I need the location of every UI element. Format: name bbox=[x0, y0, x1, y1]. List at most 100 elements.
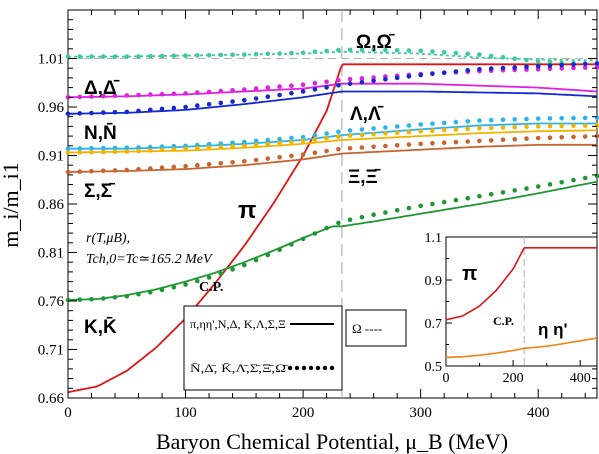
data-point bbox=[441, 199, 447, 205]
data-point bbox=[277, 247, 282, 253]
series-layer bbox=[65, 10, 599, 398]
data-point bbox=[101, 54, 106, 59]
series-5-line bbox=[68, 90, 598, 115]
data-point bbox=[183, 282, 188, 287]
data-point bbox=[300, 89, 306, 94]
legend-dot bbox=[315, 365, 321, 371]
data-point bbox=[136, 291, 141, 297]
y-tick-label: 0.96 bbox=[38, 100, 65, 116]
data-point bbox=[359, 79, 365, 85]
data-point bbox=[324, 48, 329, 54]
data-point bbox=[453, 197, 459, 203]
data-point bbox=[524, 57, 529, 63]
data-point bbox=[218, 161, 224, 166]
label-pion: π bbox=[238, 197, 256, 224]
data-point bbox=[559, 135, 564, 140]
inset-y-tick-label: 0.9 bbox=[425, 274, 443, 289]
data-point bbox=[559, 123, 564, 129]
label-delta: Δ,Δ̄ bbox=[84, 78, 120, 99]
data-point bbox=[242, 97, 247, 103]
inset-x-tick-label: 400 bbox=[570, 371, 591, 386]
data-point bbox=[218, 144, 224, 150]
y-tick-label: 0.81 bbox=[38, 246, 64, 262]
data-point bbox=[347, 145, 353, 151]
data-point bbox=[359, 76, 365, 81]
data-point bbox=[336, 146, 341, 152]
data-point bbox=[571, 134, 576, 140]
data-point bbox=[371, 212, 376, 217]
annotation-line2: Tch,0=Tc≃165.2 MeV bbox=[86, 252, 213, 267]
data-point bbox=[453, 119, 459, 125]
data-point bbox=[171, 53, 177, 59]
data-point bbox=[465, 126, 471, 132]
data-point bbox=[500, 117, 506, 123]
data-point bbox=[336, 129, 341, 135]
data-point bbox=[124, 293, 130, 299]
data-point bbox=[101, 110, 106, 115]
legend-dot bbox=[301, 365, 307, 371]
data-point bbox=[136, 54, 141, 59]
data-point bbox=[441, 50, 447, 55]
data-point bbox=[453, 69, 459, 74]
label-omega: Ω,Ω̄ bbox=[356, 32, 395, 53]
data-point bbox=[65, 150, 71, 155]
data-point bbox=[512, 117, 517, 122]
data-point bbox=[242, 262, 247, 268]
data-point bbox=[547, 116, 553, 121]
data-point bbox=[347, 47, 353, 53]
data-point bbox=[206, 145, 212, 150]
data-point bbox=[159, 165, 165, 170]
data-point bbox=[218, 271, 224, 276]
cp-label: C.P. bbox=[199, 280, 223, 295]
data-point bbox=[535, 135, 541, 141]
label-lambda: Λ,Λ̄ bbox=[350, 104, 384, 125]
x-tick-label: 0 bbox=[64, 405, 72, 421]
inset-y-tick-label: 0.7 bbox=[425, 317, 443, 332]
data-point bbox=[218, 88, 224, 94]
data-point bbox=[230, 88, 235, 93]
data-point bbox=[159, 91, 165, 97]
data-point bbox=[571, 65, 576, 71]
data-point bbox=[535, 124, 541, 129]
data-point bbox=[441, 120, 447, 126]
inset-axes-layer: 0 200 400 0.5 0.7 0.9 1.1 bbox=[425, 231, 591, 386]
data-point bbox=[159, 106, 165, 112]
data-point bbox=[394, 143, 400, 148]
data-point bbox=[582, 115, 588, 121]
legend-dot bbox=[308, 365, 314, 371]
data-point bbox=[101, 149, 106, 155]
data-point bbox=[582, 123, 588, 128]
data-point bbox=[159, 147, 165, 153]
inset-y-tick-label: 0.5 bbox=[425, 360, 443, 375]
data-point bbox=[371, 78, 376, 84]
data-point bbox=[383, 47, 388, 53]
data-point bbox=[347, 76, 353, 82]
data-point bbox=[465, 139, 471, 144]
data-point bbox=[336, 78, 341, 83]
data-point bbox=[430, 128, 435, 133]
data-point bbox=[89, 146, 94, 151]
data-point bbox=[406, 142, 412, 147]
data-point bbox=[89, 54, 94, 59]
data-point bbox=[488, 192, 494, 197]
data-point bbox=[124, 167, 130, 173]
data-point bbox=[336, 47, 341, 53]
data-point bbox=[312, 150, 318, 156]
data-point bbox=[394, 124, 400, 129]
data-point bbox=[101, 93, 106, 99]
data-point bbox=[124, 145, 130, 150]
data-point bbox=[453, 139, 459, 145]
legend-dot bbox=[294, 365, 300, 371]
data-point bbox=[206, 141, 212, 147]
data-point bbox=[206, 275, 212, 280]
data-point bbox=[148, 107, 153, 113]
series-3-line bbox=[68, 82, 598, 99]
data-point bbox=[230, 144, 235, 149]
data-point bbox=[500, 190, 506, 195]
data-point bbox=[277, 140, 282, 146]
data-point bbox=[347, 133, 353, 138]
data-point bbox=[371, 75, 376, 80]
x-tick-label: 400 bbox=[527, 405, 550, 421]
data-point bbox=[359, 132, 365, 138]
data-point bbox=[559, 66, 564, 71]
